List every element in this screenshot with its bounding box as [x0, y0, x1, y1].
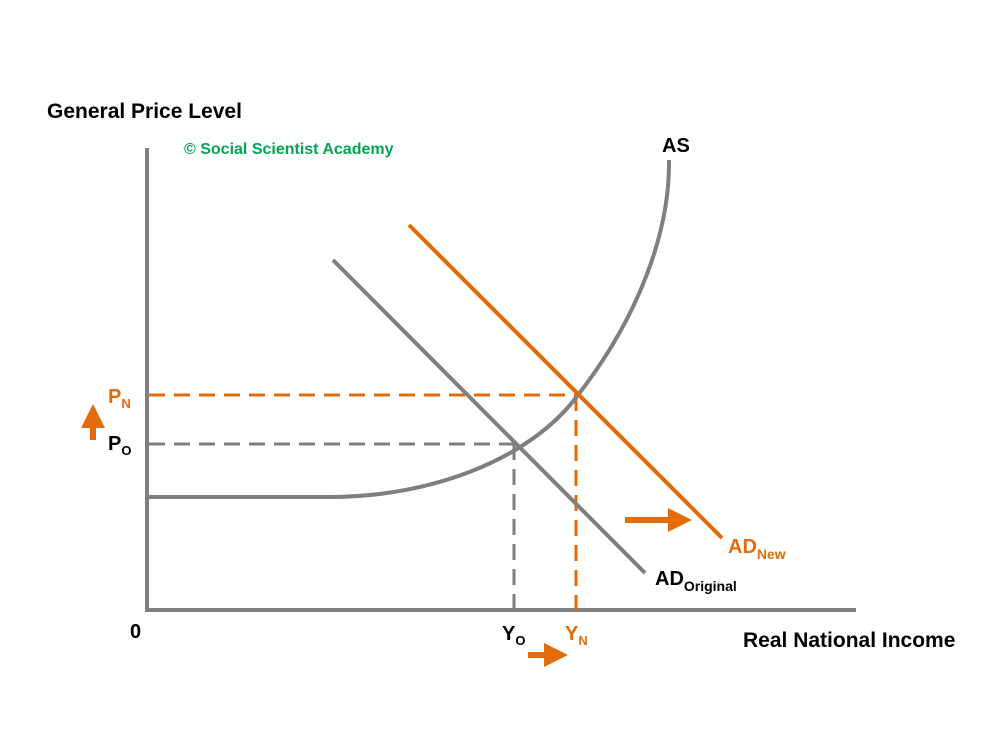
origin-label: 0 [130, 621, 141, 643]
p-original-subscript: O [121, 443, 131, 458]
p-original-main: P [108, 433, 121, 455]
x-axis-label: Real National Income [743, 629, 955, 652]
p-new-label: PN [108, 386, 131, 411]
y-new-main: Y [565, 623, 579, 645]
y-original-subscript: O [515, 633, 525, 648]
ad-original-curve [331, 258, 647, 575]
y-new-label: YN [565, 623, 588, 648]
copyright-text: © Social Scientist Academy [184, 141, 394, 158]
y-axis-label: General Price Level [47, 100, 242, 123]
ad-new-curve [407, 223, 724, 540]
p-original-label: PO [108, 433, 131, 458]
ad-new-subscript: New [757, 546, 786, 562]
ad-original-main: AD [655, 568, 684, 590]
p-new-main: P [108, 386, 121, 408]
ad-new-main: AD [728, 536, 757, 558]
y-original-main: Y [502, 623, 516, 645]
ad-original-subscript: Original [684, 578, 737, 594]
as-curve [147, 159, 672, 499]
y-new-subscript: N [578, 633, 587, 648]
y-original-label: YO [502, 623, 525, 648]
as-label: AS [662, 135, 690, 157]
p-new-subscript: N [121, 396, 130, 411]
ad-original-label: ADOriginal [655, 568, 737, 594]
ad-new-label: ADNew [728, 536, 786, 562]
